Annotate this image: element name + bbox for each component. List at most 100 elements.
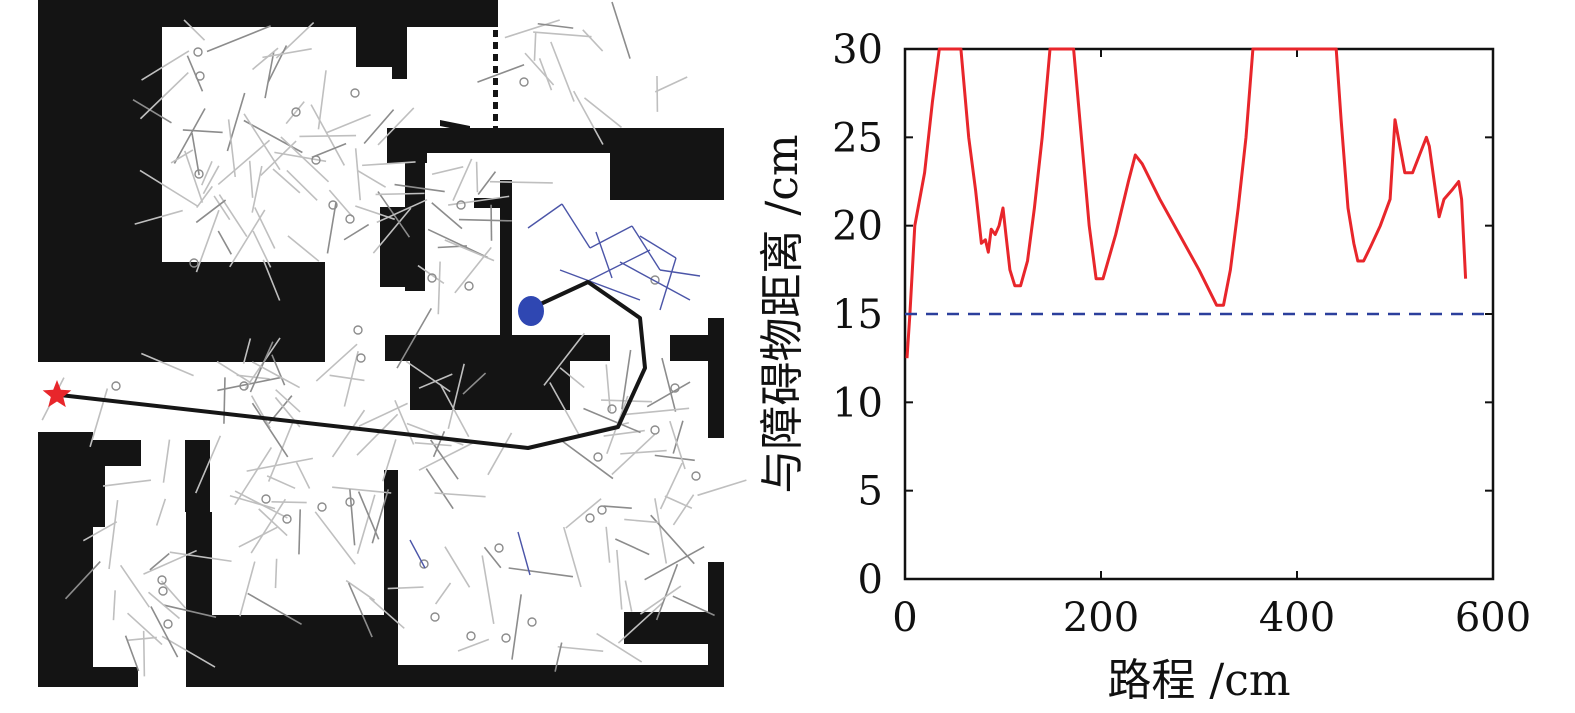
tree-node (195, 71, 205, 81)
tree-edge (439, 383, 470, 438)
tree-edge (375, 192, 425, 196)
map-panel (38, 0, 747, 687)
tree-edge (377, 107, 415, 146)
obstacle-block (38, 667, 138, 687)
local-tree-edge (659, 257, 677, 311)
tree-edge (481, 555, 495, 624)
tree-edge (162, 439, 171, 483)
tree-edge (444, 546, 471, 588)
tree-edge (356, 494, 376, 554)
tree-node (345, 497, 355, 507)
tree-edge (217, 139, 271, 186)
tree-node (356, 353, 366, 363)
tree-edge (621, 349, 632, 410)
tree-edge (582, 29, 604, 52)
tree-node (328, 200, 338, 210)
door-dash (493, 42, 498, 49)
tree-edge (314, 511, 356, 565)
tree-edge (274, 151, 327, 163)
tree-edge (194, 435, 222, 494)
local-tree-edge (559, 269, 641, 301)
tree-edge (572, 90, 604, 145)
local-tree-edge (595, 231, 613, 279)
tree-edge (543, 332, 586, 386)
tree-edge (275, 389, 301, 413)
tree-edge (195, 199, 227, 224)
door-dash (493, 78, 498, 85)
local-tree-edge (527, 203, 563, 229)
tree-edge (487, 432, 513, 476)
tree-edge (108, 500, 119, 570)
local-tree-edge (517, 531, 531, 576)
tree-edge (616, 549, 623, 610)
tree-edge (186, 55, 204, 92)
tree-edge (489, 180, 553, 184)
tree-node (239, 381, 249, 391)
y-axis-title: 与障碍物距离 /cm (757, 134, 808, 493)
y-tick-label: 20 (832, 204, 883, 250)
tree-edge (672, 494, 695, 526)
tree-edge (206, 25, 271, 53)
tree-edge (557, 645, 604, 653)
tree-edge (251, 402, 289, 458)
tree-edge (248, 160, 254, 198)
tree-edge (329, 374, 365, 382)
tree-edge (477, 171, 497, 196)
tree-edge (82, 521, 118, 542)
tree-edge (437, 261, 441, 315)
tree-edge (356, 413, 399, 456)
tree-edge (328, 189, 353, 218)
tree-edge (182, 129, 223, 134)
tree-edge (155, 498, 167, 526)
tree-edge (462, 372, 487, 395)
wall-stub (440, 120, 470, 132)
y-tick-label: 15 (832, 292, 883, 338)
tree-edge (357, 170, 387, 188)
tree-edge (697, 479, 747, 497)
tree-edge (298, 509, 302, 555)
tree-node (650, 425, 660, 435)
map-obstacles (38, 0, 724, 687)
tree-node (650, 275, 660, 285)
door-dash (493, 66, 498, 73)
tree-edge (246, 457, 314, 472)
x-tick-label: 400 (1259, 595, 1335, 641)
tree-edge (550, 41, 575, 102)
tree-edge (434, 582, 452, 605)
tree-edge (659, 462, 683, 510)
start-star-marker (42, 380, 72, 408)
tree-edge (508, 567, 574, 578)
tree-edge (554, 642, 563, 672)
tree-edge (549, 382, 581, 438)
door-dash (493, 114, 498, 121)
x-axis-ticks: 0 200 400 600 (892, 49, 1531, 641)
tree-edge (202, 165, 220, 195)
tree-edge (267, 419, 295, 482)
tree-node (157, 575, 167, 585)
tree-edge (196, 185, 213, 209)
tree-edge (457, 638, 490, 652)
tree-node (158, 586, 168, 596)
door-dash (493, 126, 498, 133)
tree-edge (139, 71, 189, 120)
distance-series (905, 47, 1468, 359)
tree-node (501, 633, 511, 643)
tree-edge (260, 140, 297, 177)
tree-edge (242, 338, 252, 364)
tree-edge (163, 604, 217, 618)
robot-marker (518, 296, 544, 326)
obstacle-block (93, 465, 105, 527)
tree-edge (262, 259, 281, 301)
tree-edge (504, 19, 560, 39)
tree-edge (371, 489, 390, 544)
tree-node (691, 471, 701, 481)
tree-edge (664, 495, 693, 509)
tree-edge (381, 439, 397, 482)
tree-edge (511, 594, 522, 660)
tree-edge (372, 207, 412, 254)
tree-node (189, 258, 199, 268)
tree-node (607, 404, 617, 414)
tree-edge (223, 377, 226, 424)
tree-node (282, 514, 292, 524)
